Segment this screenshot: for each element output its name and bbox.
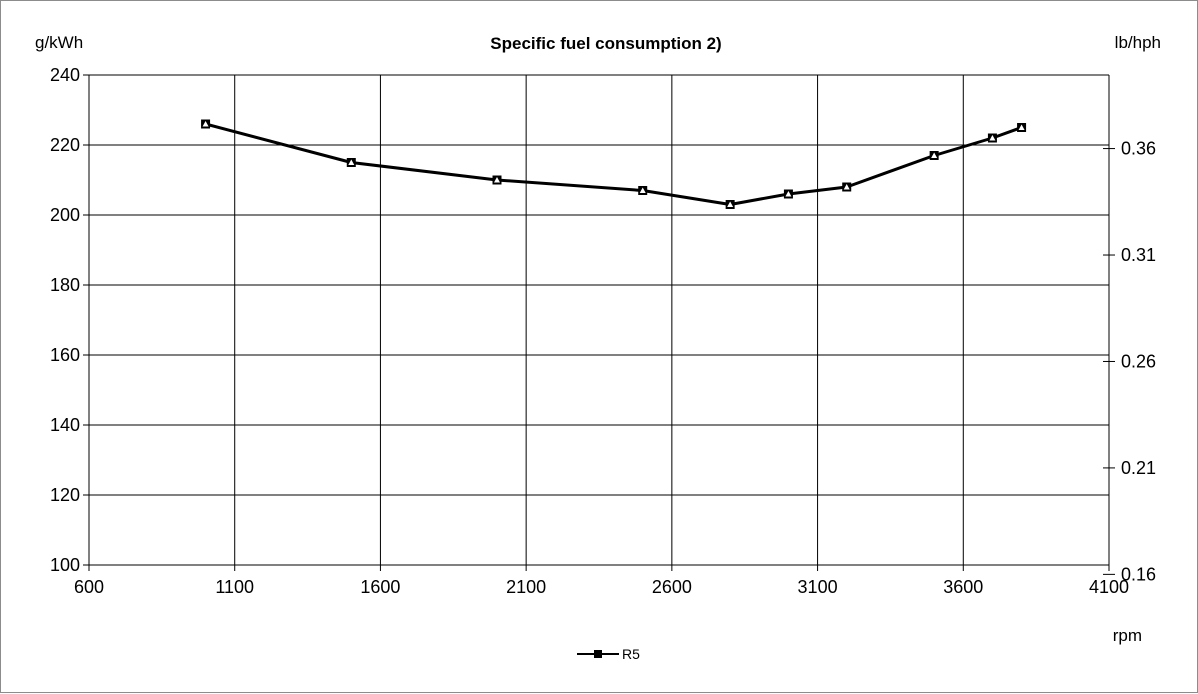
point-triangle — [727, 201, 734, 207]
point-triangle — [989, 135, 996, 141]
tick-labels: 600 1100 1600 2100 2600 3100 3600 4100 100 120 140… — [50, 65, 1156, 597]
x-tick-label: 1600 — [360, 577, 400, 597]
y2-tick-label: 0.36 — [1121, 139, 1156, 159]
x-tick-label: 2100 — [506, 577, 546, 597]
point-triangle — [785, 191, 792, 197]
y-tick-label: 120 — [50, 485, 80, 505]
data-point — [783, 189, 793, 199]
point-triangle — [931, 152, 938, 158]
data-point — [638, 186, 648, 195]
axes — [83, 74, 1115, 575]
data-point — [201, 119, 211, 129]
x-tick-label: 600 — [74, 577, 104, 597]
series — [201, 119, 1027, 209]
data-point — [987, 133, 997, 143]
grid-lines — [89, 74, 1109, 565]
y-tick-label: 100 — [50, 555, 80, 575]
legend: R5 — [577, 646, 640, 662]
point-triangle — [494, 177, 500, 183]
y-tick-label: 240 — [50, 65, 80, 85]
chart-title: Specific fuel consumption 2) — [490, 34, 721, 53]
data-point — [929, 151, 939, 160]
x-tick-label: 2600 — [652, 577, 692, 597]
x-tick-label: 4100 — [1089, 577, 1129, 597]
y2-tick-label: 0.16 — [1121, 564, 1156, 584]
x-tick-label: 3100 — [798, 577, 838, 597]
point-triangle — [202, 121, 209, 127]
y-axis-label: g/kWh — [35, 33, 83, 52]
x-tick-label: 3600 — [943, 577, 983, 597]
legend-marker — [594, 650, 602, 658]
x-axis-label: rpm — [1113, 626, 1142, 645]
y2-tick-label: 0.26 — [1121, 351, 1156, 371]
legend-label: R5 — [622, 646, 640, 662]
y2-axis-label: lb/hph — [1115, 33, 1161, 52]
y2-tick-label: 0.21 — [1121, 458, 1156, 478]
point-triangle — [348, 159, 355, 165]
x-tick-label: 1100 — [215, 577, 254, 597]
data-point — [842, 182, 852, 192]
point-triangle — [1018, 124, 1025, 130]
y-tick-label: 160 — [50, 345, 80, 365]
data-point — [492, 175, 502, 185]
y-tick-label: 180 — [50, 275, 80, 295]
y-tick-label: 140 — [50, 415, 80, 435]
point-triangle — [639, 187, 646, 193]
y-tick-label: 220 — [50, 135, 80, 155]
series-line — [205, 122, 1023, 206]
point-triangle — [843, 184, 850, 190]
data-point — [346, 158, 356, 167]
y-tick-label: 200 — [50, 205, 80, 225]
y2-tick-label: 0.31 — [1121, 245, 1156, 265]
data-point — [1017, 123, 1027, 132]
data-point — [725, 200, 735, 209]
